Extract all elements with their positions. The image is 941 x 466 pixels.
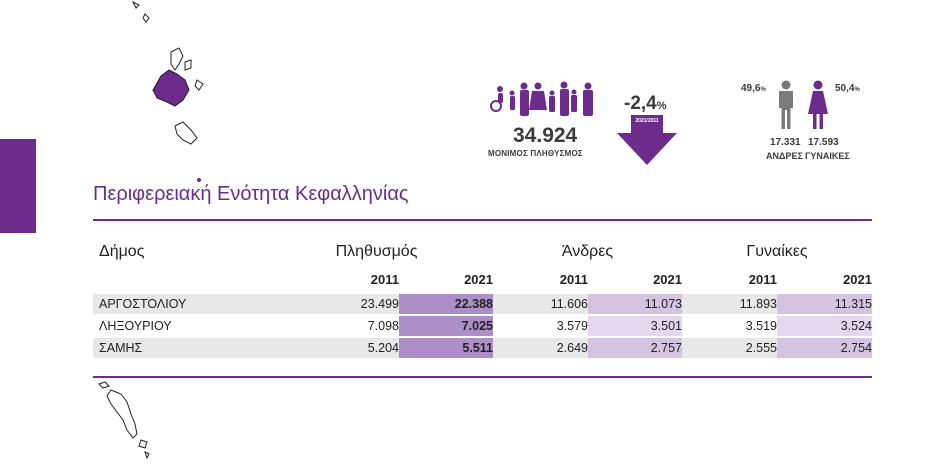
women-percent: 50,4% (835, 83, 860, 94)
men-2011-cell: 11.606 (493, 292, 588, 315)
men-2021-cell: 3.501 (588, 314, 682, 337)
map-ionian-islands-icon (131, 0, 204, 145)
population-change-unit: % (656, 100, 667, 112)
year-header-blank (93, 266, 260, 293)
municipality-name: ΑΡΓΟΣΤΟΛΙΟΥ (93, 292, 260, 315)
pop-2021-cell: 22.388 (399, 292, 493, 315)
col-group-population: Πληθυσμός (335, 243, 418, 260)
men-2021-cell: 2.757 (588, 336, 682, 358)
table-row: ΑΡΓΟΣΤΟΛΙΟΥ 23.499 22.388 11.606 11.073 … (93, 292, 872, 315)
municipality-name: ΛΗΞΟΥΡΙΟΥ (93, 314, 260, 337)
men-percent-value: 49,6 (741, 83, 761, 94)
table-group-header: Δήμος Πληθυσμός Άνδρες Γυναίκες (93, 238, 872, 266)
col-municipality-header: Δήμος (99, 243, 145, 260)
women-label: ΓΥΝΑΙΚΕΣ (805, 151, 850, 161)
men-label: ΑΝΔΡΕΣ (766, 151, 803, 161)
kefalonia-highlight (152, 69, 190, 107)
population-label: ΜΟΝΙΜΟΣ ΠΛΗΘΥΣΜΟΣ (488, 149, 583, 158)
women-2021-cell: 11.315 (777, 292, 872, 315)
women-2021-cell: 2.754 (777, 336, 872, 358)
pop-2021-cell: 5.511 (399, 336, 493, 358)
year-header-men-2011: 2011 (559, 271, 588, 287)
col-group-women: Γυναίκες (746, 243, 808, 260)
year-header-women-2011: 2011 (748, 271, 777, 287)
women-count: 17.593 (808, 137, 839, 148)
family-population-icon (490, 81, 593, 116)
men-2021-cell: 11.073 (588, 292, 682, 315)
women-2011-cell: 2.555 (682, 336, 777, 358)
women-percent-value: 50,4 (835, 83, 855, 94)
col-group-men: Άνδρες (561, 243, 614, 260)
man-icon (779, 80, 793, 129)
table-row: ΛΗΞΟΥΡΙΟΥ 7.098 7.025 3.579 3.501 3.519 … (93, 314, 872, 337)
down-arrow-icon (617, 115, 677, 165)
woman-icon (808, 80, 828, 129)
year-header-pop-2021: 2021 (464, 271, 493, 287)
men-count: 17.331 (770, 137, 801, 148)
women-2021-cell: 3.524 (777, 314, 872, 337)
men-percent-unit: % (760, 87, 766, 93)
year-header-women-2021: 2021 (843, 271, 872, 287)
women-2011-cell: 3.519 (682, 314, 777, 337)
side-tab-accent (0, 139, 36, 233)
men-percent: 49,6% (741, 83, 766, 94)
pop-2011-cell: 7.098 (260, 314, 399, 337)
title-dot (197, 178, 201, 182)
year-header-men-2021: 2021 (653, 271, 682, 287)
women-percent-unit: % (854, 87, 860, 93)
page-title: Περιφερειακή Ενότητα Κεφαλληνίας (93, 183, 409, 205)
population-change: -2,4% (624, 93, 667, 115)
bottom-rule (93, 376, 872, 378)
pop-2011-cell: 5.204 (260, 336, 399, 358)
women-2011-cell: 11.893 (682, 292, 777, 315)
men-2011-cell: 2.649 (493, 336, 588, 358)
title-rule (93, 219, 872, 221)
pop-2021-cell: 7.025 (399, 314, 493, 337)
population-change-value: -2,4 (624, 93, 657, 114)
map-corfu-icon (98, 381, 150, 460)
population-total: 34.924 (513, 124, 578, 147)
year-header-pop-2011: 2011 (370, 271, 399, 287)
pop-2011-cell: 23.499 (260, 292, 399, 315)
population-table: Δήμος Πληθυσμός Άνδρες Γυναίκες 2011 202… (93, 238, 872, 358)
change-period-label: 2021/2011 (635, 118, 659, 124)
men-2011-cell: 3.579 (493, 314, 588, 337)
municipality-name: ΣΑΜΗΣ (93, 336, 260, 358)
table-row: ΣΑΜΗΣ 5.204 5.511 2.649 2.757 2.555 2.75… (93, 336, 872, 358)
table-year-header: 2011 2021 2011 2021 2011 2021 (93, 266, 872, 293)
